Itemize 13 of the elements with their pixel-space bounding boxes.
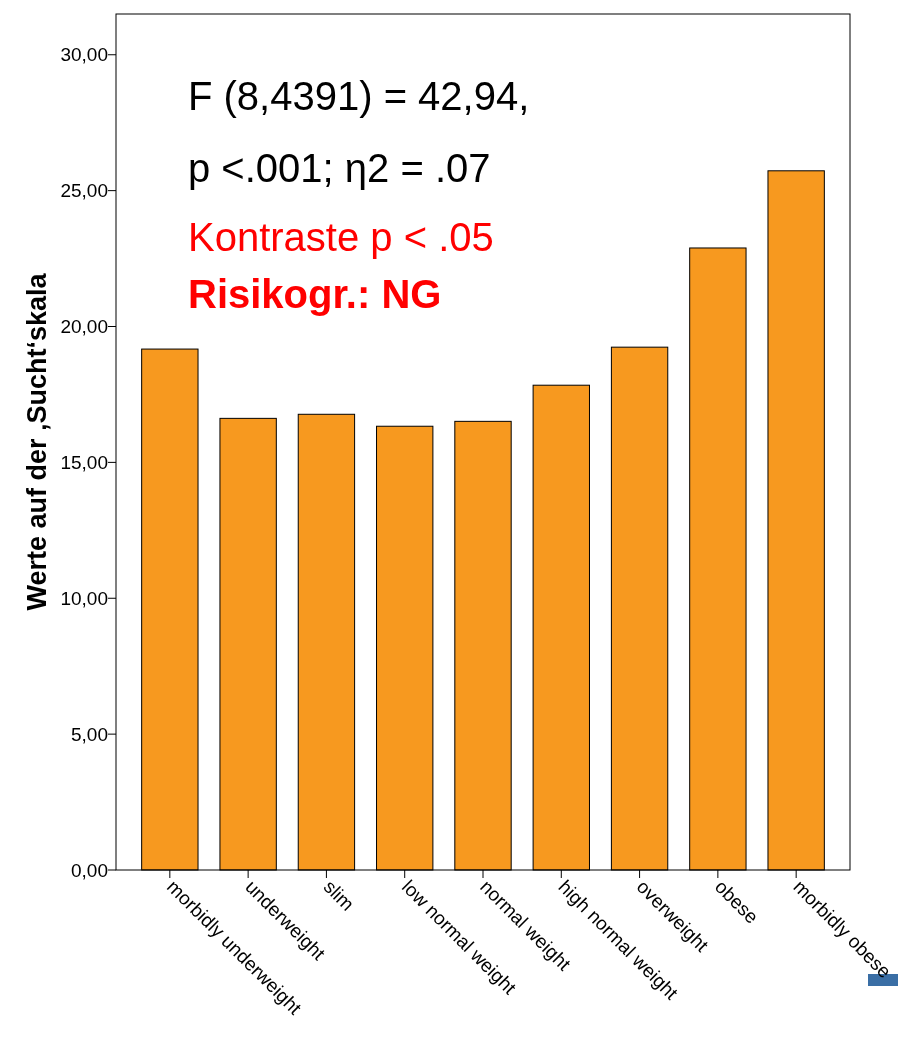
y-tick-label: 20,00	[60, 316, 108, 338]
y-axis-title: Werte auf der ‚Sucht‘skala	[22, 272, 52, 611]
annotation: Risikogr.: NG	[188, 272, 442, 316]
y-tick-label: 30,00	[60, 44, 108, 66]
y-tick-label: 5,00	[71, 723, 108, 745]
annotation: F (8,4391) = 42,94,	[188, 74, 530, 118]
annotation: Kontraste p < .05	[188, 215, 494, 259]
y-tick-label: 15,00	[60, 452, 108, 474]
y-tick-label: 25,00	[60, 180, 108, 202]
annotation: p <.001; η2 = .07	[188, 146, 491, 190]
y-tick-label: 0,00	[71, 859, 108, 881]
y-tick-label: 10,00	[60, 587, 108, 609]
x-tick-label: slim	[319, 875, 359, 915]
